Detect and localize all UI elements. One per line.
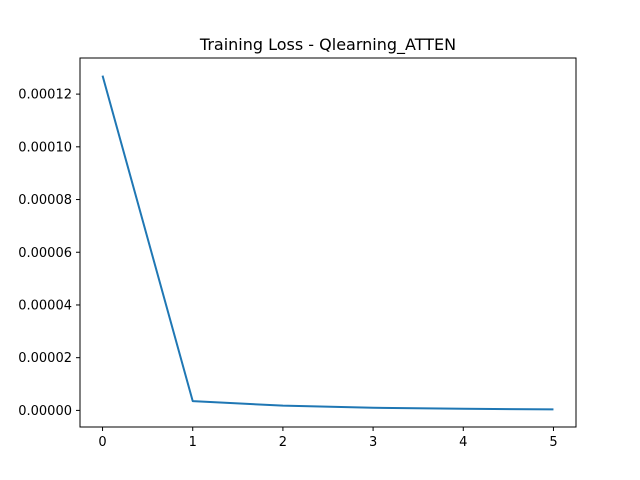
series-line-0 — [101, 75, 554, 411]
x-tick-label: 2 — [279, 435, 287, 450]
y-tick-label: 0.00012 — [18, 88, 72, 103]
x-tick-label: 0 — [98, 435, 106, 450]
series-layer — [101, 75, 554, 411]
x-tick-label: 1 — [189, 435, 197, 450]
axes-frame — [79, 57, 577, 428]
y-axis: 0.00000 0.00002 0.00004 0.00006 0.00008 0.000… — [18, 88, 80, 419]
chart-title: Training Loss - Qlearning_ATTEN — [199, 35, 456, 55]
x-axis: 0 1 2 3 4 5 — [98, 427, 558, 450]
y-tick-label: 0.00004 — [18, 298, 72, 313]
y-tick-label: 0.00006 — [18, 246, 72, 261]
x-tick-label: 3 — [369, 435, 377, 450]
y-tick-label: 0.00008 — [18, 193, 72, 208]
x-tick-label: 5 — [549, 435, 557, 450]
y-tick-label: 0.00000 — [18, 404, 72, 419]
x-tick-label: 4 — [459, 435, 467, 450]
y-tick-label: 0.00002 — [18, 351, 72, 366]
y-tick-label: 0.00010 — [18, 140, 72, 155]
